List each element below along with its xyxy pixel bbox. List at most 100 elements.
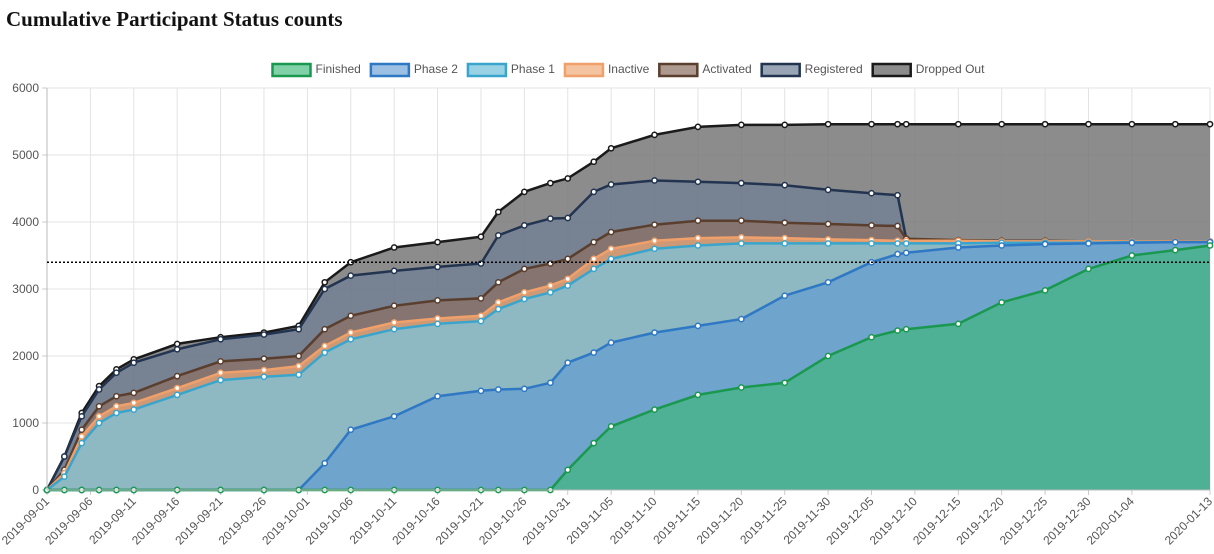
legend-swatch: [271, 62, 312, 78]
point: [694, 322, 702, 330]
point: [1085, 240, 1092, 247]
legend-label: Activated: [702, 62, 751, 76]
point: [607, 228, 615, 236]
legend-label: Dropped Out: [916, 62, 985, 76]
point: [824, 352, 832, 360]
point: [78, 439, 86, 447]
point: [1041, 240, 1049, 248]
point: [902, 120, 910, 128]
line: [46, 240, 1210, 491]
point: [321, 325, 329, 333]
point: [737, 384, 745, 391]
point: [781, 292, 789, 300]
point: [1128, 239, 1136, 247]
point: [737, 234, 745, 241]
line: [46, 236, 1210, 491]
point: [130, 399, 138, 407]
y-tick-label: 6000: [12, 81, 39, 95]
point: [295, 352, 303, 360]
point: [651, 406, 658, 413]
point: [95, 412, 103, 420]
point: [173, 391, 181, 399]
point: [651, 221, 658, 229]
point: [868, 240, 875, 247]
point: [737, 179, 745, 187]
point: [607, 245, 615, 253]
point: [651, 177, 658, 184]
point: [295, 371, 303, 379]
point: [295, 325, 303, 333]
point: [390, 412, 398, 420]
point: [607, 339, 615, 346]
point: [998, 299, 1006, 306]
legend: Finished Phase 2 Phase 1 Inactive Activated R…: [271, 62, 985, 78]
x-tick-label: 2020-01-04: [1084, 494, 1138, 548]
point: [347, 329, 355, 336]
point: [564, 282, 572, 289]
point: [217, 335, 224, 343]
y-tick-label: 0: [32, 483, 39, 497]
legend-swatch: [760, 62, 801, 78]
legend-label: Registered: [805, 62, 863, 76]
point: [954, 120, 962, 128]
point: [1171, 120, 1179, 128]
point: [998, 242, 1006, 249]
point: [824, 240, 832, 247]
point: [130, 359, 138, 367]
point: [260, 331, 268, 338]
chart-title: Cumulative Participant Status counts: [6, 7, 343, 31]
point: [737, 217, 745, 225]
point: [1171, 238, 1179, 246]
point: [564, 466, 572, 474]
point: [260, 355, 268, 363]
point: [1041, 286, 1049, 294]
y-tick-label: 3000: [12, 282, 39, 296]
point: [78, 426, 86, 434]
point: [824, 120, 832, 128]
y-tick-label: 1000: [12, 416, 39, 430]
point: [95, 402, 103, 410]
point: [347, 426, 355, 434]
point: [494, 208, 502, 216]
point: [781, 240, 789, 247]
point: [113, 402, 120, 410]
point: [321, 285, 329, 293]
point: [390, 325, 398, 333]
point: [130, 406, 138, 413]
point: [1128, 120, 1136, 128]
point: [321, 278, 329, 286]
point: [607, 255, 615, 263]
point: [217, 358, 224, 365]
legend-swatch: [466, 62, 508, 78]
point: [217, 376, 224, 384]
point: [1206, 242, 1214, 249]
legend-label: Inactive: [608, 62, 650, 76]
legend-swatch: [369, 62, 411, 78]
point: [477, 295, 485, 302]
point: [434, 297, 441, 304]
point: [547, 379, 554, 387]
y-tick-label: 4000: [12, 215, 39, 229]
point: [590, 349, 598, 356]
point: [521, 222, 528, 229]
point: [217, 369, 224, 377]
point: [564, 255, 572, 263]
point: [434, 263, 441, 271]
point: [590, 188, 598, 196]
point: [390, 267, 398, 275]
point: [547, 289, 554, 296]
legend-label: Phase 2: [414, 62, 458, 76]
point: [737, 121, 745, 129]
point: [521, 188, 528, 196]
point: [347, 272, 355, 279]
point: [694, 234, 702, 242]
point: [902, 240, 910, 247]
point: [494, 232, 502, 239]
point: [113, 369, 120, 377]
point: [868, 222, 875, 229]
point: [477, 312, 485, 320]
point: [1206, 120, 1214, 128]
point: [564, 214, 572, 222]
point: [434, 315, 441, 322]
